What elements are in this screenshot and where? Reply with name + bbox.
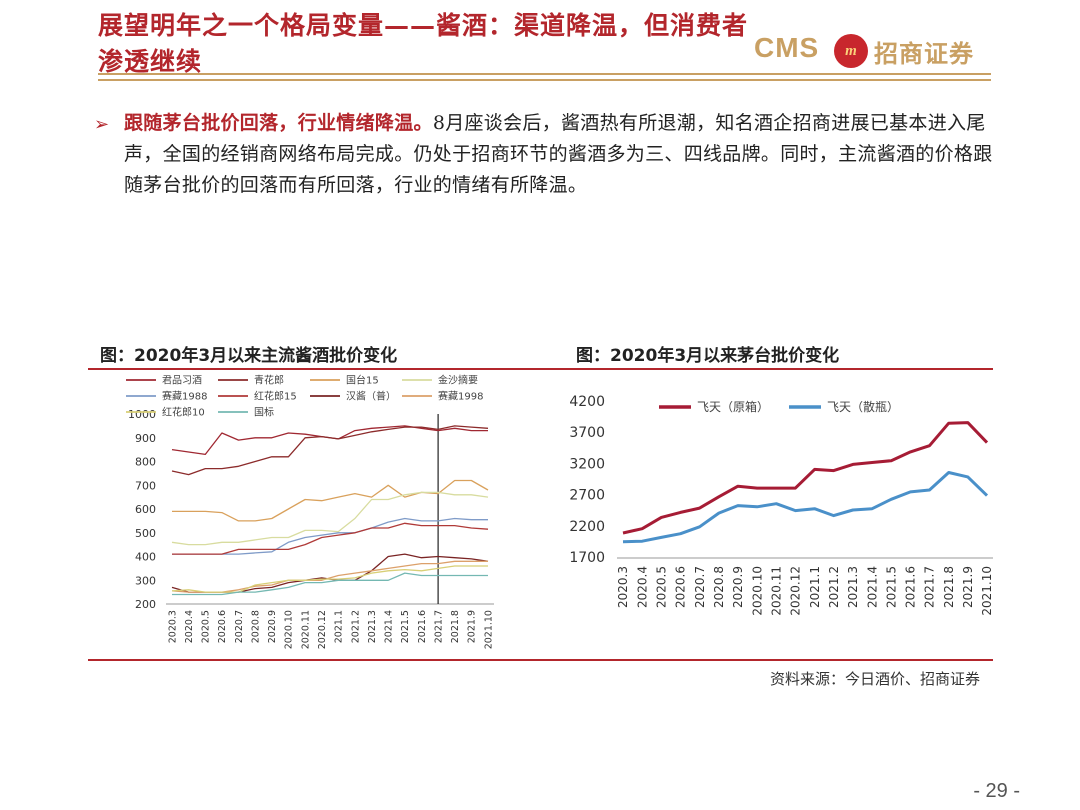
x-tick-label: 2020.8 [250,610,261,643]
legend-label: 赛藏1998 [438,390,483,403]
chart-footer-rule [88,659,993,661]
legend-label: 君品习酒 [162,375,202,387]
x-tick-label: 2021.6 [904,566,918,608]
series-line [171,560,488,593]
header-rule-bottom [98,79,991,81]
body-highlight: 跟随茅台批价回落，行业情绪降温。 [124,112,433,134]
legend-label: 青花郎 [254,374,284,387]
legend-label: 汉酱（普） [346,390,396,403]
series-line [172,572,488,596]
y-tick-label: 500 [135,527,156,540]
logo-badge-icon: m [834,34,868,68]
x-tick-label: 2020.4 [184,610,195,643]
cms-logo: CMS m 招商证券 [754,30,990,70]
x-tick-label: 2021.8 [942,566,956,608]
series-line [172,479,489,522]
x-tick-label: 2020.6 [217,610,228,643]
legend-label: 飞天（原箱） [697,399,769,414]
x-tick-label: 2020.10 [750,566,764,616]
chart1-wine-prices: 200 300 400 500 600 700 800 900 1000 2020.3 2020.4… [126,374,494,649]
x-tick-label: 2020.12 [317,610,328,649]
y-tick-label: 800 [135,456,156,469]
y-tick-label: 300 [135,574,156,587]
x-tick-label: 2020.3 [167,610,178,643]
x-tick-label: 2020.7 [234,610,245,643]
body-paragraph: 跟随茅台批价回落，行业情绪降温。8月座谈会后，酱酒热有所退潮，知名酒企招商进展已… [124,108,994,201]
page-title: 展望明年之一个格局变量——酱酒：渠道降温，但消费者渗透继续 [98,11,749,76]
logo-cms-text: CMS [754,32,820,63]
x-tick-label: 2021.7 [923,566,937,608]
series-line [622,421,989,535]
y-tick-label: 700 [135,479,156,492]
x-tick-label: 2020.9 [731,566,745,608]
x-tick-label: 2021.6 [417,610,428,643]
x-tick-label: 2020.8 [712,566,726,608]
series-line [171,553,489,593]
y-tick-label: 1000 [128,408,156,421]
arrow-bullet-icon: ➢ [94,114,110,135]
x-tick-label: 2021.3 [846,566,860,608]
logo-company-name: 招商证券 [874,39,974,68]
x-tick-label: 2020.6 [674,566,688,608]
legend-label: 红花郎10 [162,406,205,419]
x-tick-label: 2020.3 [616,566,630,608]
legend-label: 赛藏1988 [162,390,207,403]
chart-header-rule [88,368,993,370]
x-tick-label: 2021.1 [334,610,345,643]
legend-label: 金沙摘要 [438,374,478,387]
x-tick-label: 2020.11 [769,566,783,616]
body-text: 8月座谈会后，酱酒热有所退潮，知名酒企招商进展已基本进入尾声，全国的经销商网络布… [124,112,993,196]
x-tick-label: 2020.11 [300,610,311,649]
x-tick-label: 2021.8 [450,610,461,643]
x-tick-label: 2020.10 [284,610,295,649]
y-tick-label: 4200 [569,394,605,410]
y-tick-label: 600 [135,503,156,516]
x-tick-label: 2021.5 [884,566,898,608]
x-tick-label: 2021.9 [467,610,478,643]
y-tick-label: 400 [135,551,156,564]
data-source: 资料来源：今日酒价、招商证券 [769,670,980,688]
series-line [171,491,489,546]
x-tick-label: 2021.9 [961,566,975,608]
chart2-moutai-prices: 1700 2200 2700 3200 3700 4200 2020.3 2020.4 2020… [569,394,994,616]
x-tick-label: 2021.4 [865,566,879,608]
x-tick-label: 2021.3 [367,610,378,643]
x-tick-label: 2021.4 [384,610,395,643]
x-tick-label: 2021.2 [827,566,841,608]
x-tick-label: 2020.7 [693,566,707,608]
y-tick-label: 3700 [569,425,605,441]
y-tick-label: 200 [135,598,156,611]
x-tick-label: 2021.1 [808,566,822,608]
y-tick-label: 2700 [569,488,605,504]
x-tick-label: 2020.4 [635,566,649,608]
series-line [172,522,489,555]
y-tick-label: 2200 [569,519,605,535]
y-tick-label: 900 [135,432,156,445]
x-tick-label: 2020.9 [267,610,278,643]
series-line [171,425,489,476]
series-line [171,565,488,593]
page-number: - 29 - [973,780,1020,802]
legend-label: 红花郎15 [254,390,297,403]
chart1-title: 图：2020年3月以来主流酱酒批价变化 [100,346,398,366]
header-rule-top [98,73,991,75]
x-tick-label: 2021.10 [483,610,494,649]
series-line [172,517,488,555]
x-tick-label: 2021.5 [400,610,411,643]
legend-label: 飞天（散瓶） [827,399,899,414]
chart2-title: 图：2020年3月以来茅台批价变化 [576,346,840,366]
x-tick-label: 2020.5 [655,566,669,608]
series-line [171,425,488,456]
x-tick-label: 2020.5 [201,610,212,643]
y-tick-label: 1700 [569,550,605,566]
x-tick-label: 2021.2 [350,610,361,643]
series-line [622,471,989,544]
legend-label: 国标 [254,407,274,419]
x-tick-label: 2020.12 [789,566,803,616]
x-tick-label: 2021.10 [980,566,994,616]
y-tick-label: 3200 [569,456,605,472]
legend-label: 国台15 [346,374,379,387]
x-tick-label: 2021.7 [433,610,444,643]
